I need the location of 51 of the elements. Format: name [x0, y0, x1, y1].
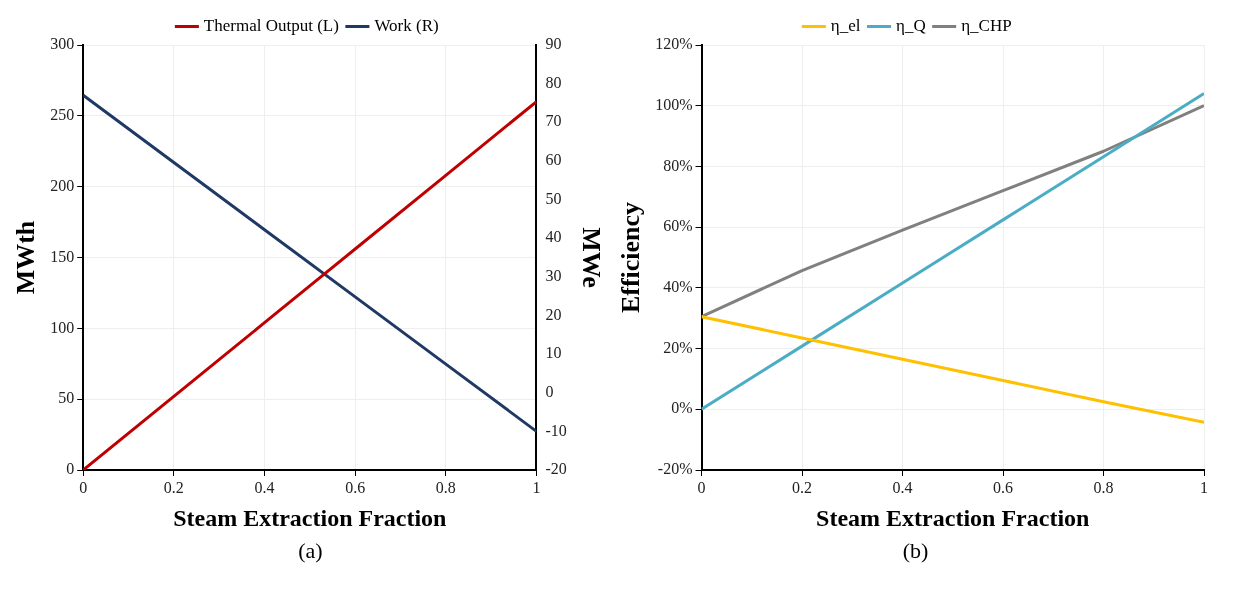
x-tick-label: 0.8: [1093, 478, 1114, 496]
y2-tick-label: 70: [545, 112, 562, 130]
x-tick-label: 1: [532, 478, 541, 496]
y2-tick-label: -20: [545, 460, 567, 478]
y-tick-label: 300: [50, 35, 75, 53]
x-tick-label: 0: [697, 478, 706, 496]
x-axis-title: Steam Extraction Fraction: [173, 504, 447, 531]
x-tick-label: 0.6: [993, 478, 1014, 496]
x-tick-label: 1: [1200, 478, 1208, 496]
y2-tick-label: 10: [545, 344, 562, 362]
y-tick-label: 200: [50, 176, 75, 194]
y-tick-label: 100: [50, 318, 75, 336]
y-axis-title: MWth: [11, 220, 41, 295]
legend-label: Work (R): [374, 15, 439, 35]
x-tick-label: 0.4: [892, 478, 913, 496]
y-axis-title: Efficiency: [616, 201, 646, 314]
x-tick-label: 0.2: [163, 478, 184, 496]
y2-tick-label: 80: [545, 73, 562, 91]
y-tick-label: 0: [66, 460, 75, 478]
y-tick-label: 0%: [671, 399, 693, 417]
y2-axis-title: MWe: [576, 227, 606, 288]
y2-tick-label: -10: [545, 421, 567, 439]
legend-label: η_CHP: [961, 15, 1012, 35]
text: (a): [297, 538, 324, 564]
x-tick-label: 0.4: [254, 478, 275, 496]
y2-tick-label: 0: [545, 382, 554, 400]
y2-tick-label: 50: [545, 189, 562, 207]
legend-label: η_el: [830, 15, 861, 35]
legend-label: Thermal Output (L): [203, 15, 339, 35]
y-tick-label: 60%: [663, 217, 693, 235]
x-tick-label: 0: [79, 478, 88, 496]
y-tick-label: 150: [50, 247, 75, 265]
y-tick-label: 80%: [663, 156, 693, 174]
text: (b): [901, 538, 930, 564]
x-axis-title: Steam Extraction Fraction: [816, 504, 1090, 531]
y2-tick-label: 40: [545, 228, 562, 246]
y-tick-label: 120%: [655, 35, 693, 53]
x-tick-label: 0.2: [792, 478, 813, 496]
y2-tick-label: 20: [545, 305, 562, 323]
y2-tick-label: 60: [545, 151, 562, 169]
y-tick-label: 40%: [663, 278, 693, 296]
legend-label: η_Q: [896, 15, 926, 35]
x-tick-label: 0.8: [435, 478, 456, 496]
x-tick-label: 0.6: [345, 478, 366, 496]
y-tick-label: 250: [50, 106, 75, 124]
y-tick-label: 50: [58, 389, 75, 407]
y2-tick-label: 30: [545, 267, 562, 285]
y2-tick-label: 90: [545, 35, 562, 53]
y-tick-label: 100%: [655, 95, 693, 113]
y-tick-label: 20%: [663, 338, 693, 356]
y-tick-label: -20%: [657, 460, 693, 478]
